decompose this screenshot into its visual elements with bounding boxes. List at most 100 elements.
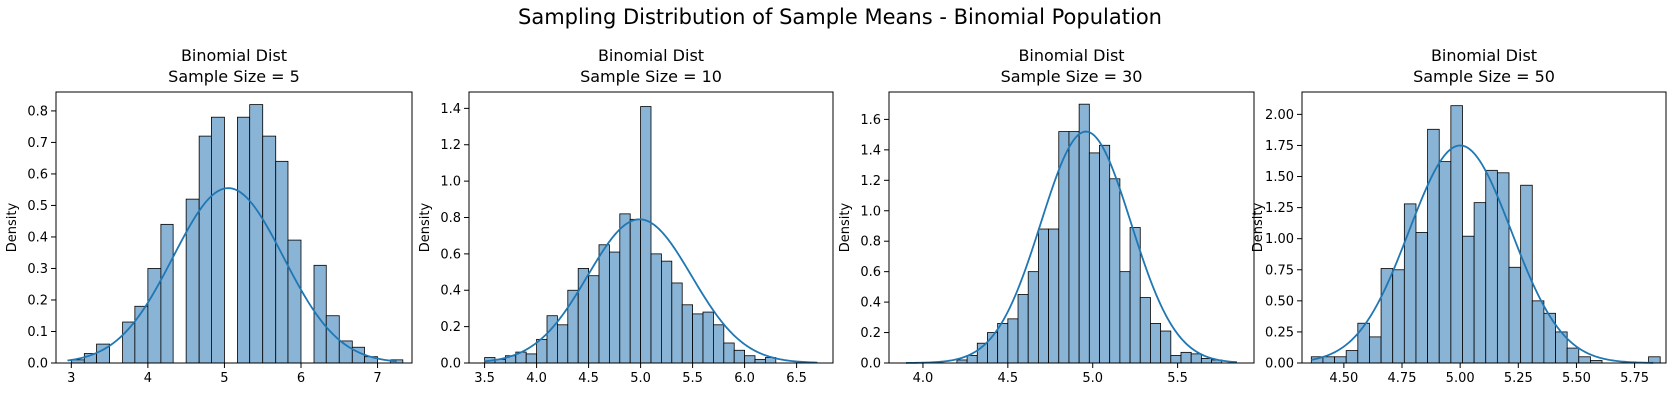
x-tick-label: 7 — [373, 371, 381, 386]
y-tick-label: 1.00 — [1265, 232, 1294, 247]
kde-line — [67, 187, 397, 363]
subplot-title: Binomial Dist — [1018, 46, 1124, 65]
histogram-bar — [1566, 347, 1580, 364]
y-tick-label: 0.6 — [27, 167, 48, 182]
histogram-bar — [211, 116, 225, 364]
y-tick-label: 0.8 — [440, 211, 461, 226]
histogram-bar — [966, 354, 978, 364]
subplot-title: Binomial Dist — [598, 46, 704, 65]
x-tick-label: 5.25 — [1504, 371, 1533, 386]
x-tick-label: 4.5 — [997, 371, 1018, 386]
y-tick-label: 0.00 — [1265, 357, 1294, 372]
y-tick-label: 1.0 — [860, 204, 881, 219]
histogram-bar — [661, 260, 673, 364]
x-tick-label: 5.5 — [682, 371, 703, 386]
y-tick-label: 0.2 — [860, 326, 881, 341]
histogram-bar — [1415, 232, 1428, 364]
histogram-bar — [588, 275, 600, 364]
y-axis-label: Density — [1251, 202, 1266, 252]
histogram-bar — [525, 353, 538, 364]
x-tick-label: 6.0 — [734, 371, 755, 386]
x-tick-label: 5 — [220, 371, 228, 386]
histogram-bar — [1170, 354, 1182, 364]
histogram-bar — [744, 355, 756, 364]
x-tick-label: 5.75 — [1620, 371, 1649, 386]
y-axis-label: Density — [5, 202, 20, 252]
histogram-bar — [754, 358, 766, 364]
histogram-bar — [650, 253, 662, 364]
x-tick-label: 3.5 — [474, 371, 495, 386]
histogram-bar — [997, 323, 1009, 364]
histogram-bar — [1369, 336, 1382, 364]
histogram-bar — [1322, 356, 1335, 364]
histogram-bar — [681, 304, 694, 364]
subplot-subtitle: Sample Size = 30 — [1001, 67, 1143, 86]
histogram-bar — [671, 282, 683, 364]
histogram-bar — [536, 338, 548, 364]
histogram-bar — [1334, 356, 1347, 364]
x-tick-label: 5.00 — [1446, 371, 1475, 386]
figure-title: Sampling Distribution of Sample Means - … — [518, 5, 1162, 29]
histogram-bar — [1109, 178, 1121, 364]
subplot-subtitle: Sample Size = 10 — [580, 67, 722, 86]
kde-line — [484, 218, 818, 364]
histogram-bar — [1007, 318, 1019, 364]
plot-frame — [1301, 91, 1667, 364]
y-tick-label: 1.0 — [440, 175, 461, 190]
y-tick-label: 0.25 — [1265, 325, 1294, 340]
histogram-bar — [1150, 323, 1162, 364]
x-tick-label: 4 — [144, 371, 152, 386]
histogram-bar — [1438, 161, 1452, 364]
histogram-bar — [1190, 353, 1202, 364]
histogram-bar — [692, 313, 704, 364]
y-tick-label: 0.8 — [860, 235, 881, 250]
x-tick-label: 3 — [67, 371, 75, 386]
histogram-bar — [160, 223, 174, 364]
histogram-bar — [1160, 330, 1172, 364]
histogram-bar — [1119, 271, 1131, 364]
y-tick-label: 1.50 — [1265, 170, 1294, 185]
plot-frame — [55, 91, 413, 364]
histogram-bar — [557, 324, 569, 364]
subplot-subtitle: Sample Size = 50 — [1413, 67, 1555, 86]
y-tick-label: 0.7 — [27, 136, 48, 151]
y-tick-label: 0.1 — [27, 325, 48, 340]
plot-frame — [468, 91, 834, 364]
histogram-bar — [1380, 268, 1394, 364]
y-tick-label: 0.3 — [27, 262, 48, 277]
y-tick-label: 0.6 — [440, 247, 461, 262]
subplot-4: Binomial Dist Sample Size = 50 Density 4.50… — [1251, 46, 1667, 386]
x-tick-label: 4.0 — [913, 371, 934, 386]
histogram-bar — [1357, 322, 1370, 364]
y-tick-label: 0.0 — [440, 357, 461, 372]
y-tick-label: 0.75 — [1265, 263, 1294, 278]
histogram-bar — [1520, 184, 1533, 364]
histogram-bar — [1473, 202, 1487, 364]
histogram-bar — [185, 198, 200, 364]
x-tick-label: 5.0 — [630, 371, 651, 386]
histogram-bar — [198, 135, 212, 364]
histogram-bar — [640, 106, 652, 364]
y-tick-label: 2.00 — [1265, 108, 1294, 123]
x-tick-label: 4.50 — [1329, 371, 1358, 386]
y-tick-label: 1.6 — [860, 113, 881, 128]
subplot-title: Binomial Dist — [1431, 46, 1537, 65]
y-tick-label: 1.4 — [440, 102, 461, 117]
y-tick-label: 1.25 — [1265, 201, 1294, 216]
y-tick-label: 1.2 — [440, 138, 461, 153]
y-axis-label: Density — [418, 202, 433, 252]
histogram-bar — [1450, 105, 1463, 364]
histogram-bar — [1462, 235, 1475, 364]
x-tick-label: 4.5 — [578, 371, 599, 386]
histogram-bar — [1078, 103, 1090, 364]
subplot-2: Binomial Dist Sample Size = 10 Density 3.5 4… — [418, 46, 834, 386]
histogram-bar — [1037, 228, 1049, 364]
y-tick-label: 0.6 — [860, 265, 881, 280]
x-tick-label: 5.0 — [1082, 371, 1103, 386]
kde-line — [905, 130, 1238, 364]
kde-line — [1311, 144, 1654, 364]
y-axis-label: Density — [838, 202, 853, 252]
histogram-bar — [262, 135, 277, 364]
histogram-bar — [702, 311, 714, 364]
